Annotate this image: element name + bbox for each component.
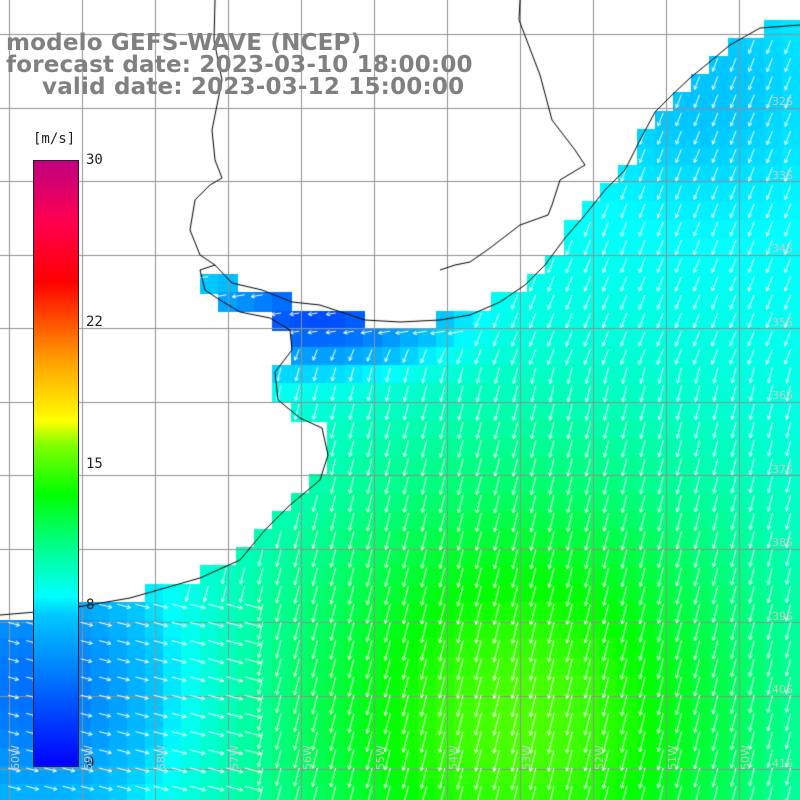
colorbar-tick-label: 0	[86, 755, 95, 771]
latitude-label: 37S	[772, 462, 793, 476]
longitude-label: 50W	[739, 745, 752, 770]
longitude-label: 53W	[520, 745, 533, 770]
longitude-label: 51W	[666, 745, 679, 770]
longitude-label: 54W	[447, 745, 460, 770]
longitude-label: 58W	[155, 745, 168, 770]
latitude-label: 35S	[772, 315, 793, 329]
latitude-label: 39S	[772, 609, 793, 623]
longitude-label: 57W	[228, 745, 241, 770]
longitude-label: 59W	[82, 745, 95, 770]
colorbar-unit: [m/s]	[33, 131, 76, 147]
valid-date: valid date: 2023-03-12 15:00:00	[42, 74, 465, 100]
forecast-date: forecast date: 2023-03-10 18:00:00	[6, 52, 473, 78]
latitude-label: 34S	[772, 242, 793, 255]
latitude-label: 33S	[772, 168, 793, 182]
latitude-label: 36S	[772, 389, 793, 402]
latitude-label: 41S	[772, 756, 793, 770]
colorbar-tick-label: 30	[86, 152, 103, 168]
colorbar-tick-label: 8	[86, 597, 95, 614]
longitude-label: 55W	[374, 745, 387, 770]
longitude-label: 52W	[593, 745, 606, 770]
latitude-label: 32S	[772, 95, 793, 108]
longitude-label: 60W	[9, 745, 22, 770]
colorbar-tick-label: 15	[86, 455, 103, 472]
colorbar-tick-label: 22	[86, 313, 103, 330]
colorbar	[33, 160, 79, 767]
latitude-label: 38S	[772, 536, 793, 549]
longitude-label: 56W	[301, 745, 314, 770]
model-title: modelo GEFS-WAVE (NCEP)	[6, 30, 362, 56]
latitude-label: 40S	[772, 683, 793, 696]
